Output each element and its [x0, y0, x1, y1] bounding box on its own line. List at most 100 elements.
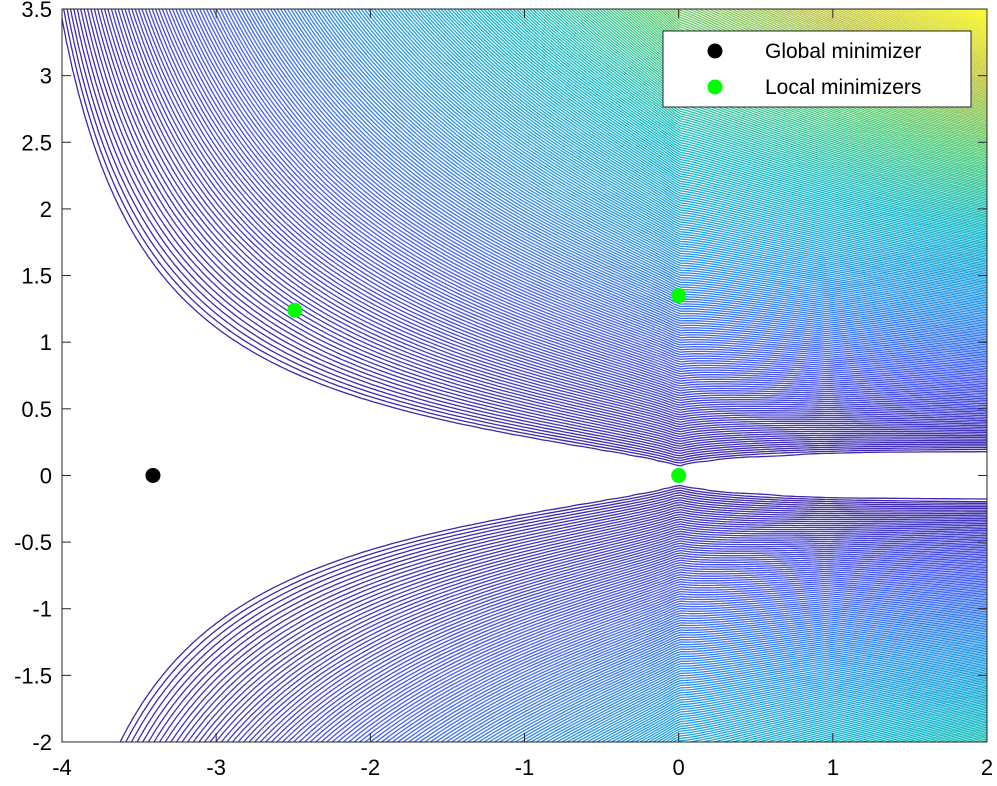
contour-line: [110, 9, 987, 742]
contour-line: [544, 9, 987, 208]
y-tick-label: 3.5: [21, 0, 52, 22]
contour-line: [120, 9, 987, 742]
contour-line: [270, 9, 987, 742]
contour-line: [103, 9, 987, 742]
y-tick-label: 0.5: [21, 397, 52, 422]
contour-line: [333, 9, 987, 742]
contour-line: [337, 9, 987, 742]
contour-line: [456, 9, 987, 742]
contour-line: [310, 9, 987, 742]
contour-line: [377, 9, 987, 742]
contour-line: [932, 9, 987, 33]
contour-line: [256, 9, 987, 742]
contour-line: [400, 9, 987, 742]
contour-line: [266, 9, 987, 742]
contour-line: [249, 9, 987, 742]
contour-line: [928, 9, 987, 35]
contour-line: [964, 9, 987, 20]
y-tick-label: 2.5: [21, 130, 52, 155]
contour-line: [161, 9, 987, 742]
contour-line: [383, 9, 987, 742]
contour-line: [440, 9, 987, 742]
contour-line: [300, 9, 987, 742]
contour-line: [131, 9, 987, 742]
contour-line: [296, 9, 987, 742]
contour-line: [340, 9, 987, 742]
y-tick-label: -2: [32, 730, 52, 755]
contour-line: [63, 9, 987, 742]
contour-line: [148, 9, 987, 742]
x-tick-label: -4: [52, 755, 72, 780]
contour-line: [280, 9, 987, 742]
contour-line: [114, 9, 987, 742]
contour-line: [215, 9, 987, 742]
y-tick-label: -1.5: [14, 663, 52, 688]
y-tick-label: 0: [40, 463, 52, 488]
contour-line: [90, 9, 987, 742]
x-tick-label: 0: [673, 755, 685, 780]
contour-line: [463, 9, 987, 742]
contour-line: [303, 9, 987, 742]
contour-line: [83, 9, 987, 742]
x-tick-label: 2: [981, 755, 993, 780]
contour-line: [188, 9, 987, 742]
contour-line: [447, 9, 987, 742]
x-tick-label: -1: [515, 755, 535, 780]
contour-line: [313, 9, 987, 742]
contour-line: [212, 9, 987, 742]
contour-line: [972, 9, 987, 16]
contour-line: [205, 9, 987, 742]
contour-line: [107, 9, 987, 742]
legend-marker: [707, 79, 723, 95]
y-tick-label: 1.5: [21, 264, 52, 289]
contour-line: [117, 9, 987, 742]
contour-line: [202, 9, 987, 742]
contour-line: [232, 9, 987, 742]
x-tick-label: 1: [827, 755, 839, 780]
contour-line: [952, 9, 987, 25]
contour-line: [528, 9, 987, 742]
contour-line: [97, 9, 987, 742]
contour-line: [363, 9, 987, 742]
contour-line: [141, 9, 987, 742]
contour-line: [226, 9, 987, 742]
contour-line: [921, 9, 987, 38]
contour-line: [185, 9, 987, 742]
contour-line: [417, 9, 987, 742]
contour-line: [100, 9, 987, 742]
contour-line: [307, 9, 987, 742]
contour-line: [124, 9, 987, 742]
legend-label: Local minimizers: [765, 76, 921, 99]
contour-line: [357, 9, 987, 742]
y-tick-label: 2: [40, 197, 52, 222]
contour-line: [380, 9, 987, 742]
contour-line: [93, 9, 987, 742]
contour-line: [229, 9, 987, 742]
minimizer-point: [671, 467, 687, 483]
contour-line: [473, 9, 987, 742]
contour-line: [154, 9, 987, 742]
contour-line: [253, 9, 987, 742]
minimizer-markers: [145, 288, 687, 483]
contour-line: [222, 9, 987, 742]
x-axis: -4 -3 -2 -1 0 1 2: [52, 9, 993, 780]
contour-line: [127, 9, 987, 742]
contour-line: [168, 9, 987, 742]
x-tick-label: -3: [206, 755, 226, 780]
contour-line: [360, 9, 987, 742]
minimizer-point: [145, 467, 161, 483]
minimizer-point: [287, 302, 303, 318]
contour-line: [940, 9, 987, 30]
contour-line: [407, 9, 987, 742]
contour-line: [134, 9, 987, 742]
contour-line: [515, 9, 987, 742]
contour-line: [276, 9, 987, 742]
minimizer-point: [671, 288, 687, 304]
contour-line: [317, 9, 987, 742]
x-tick-label: -2: [361, 755, 381, 780]
contour-line: [219, 9, 987, 742]
contour-line: [199, 9, 987, 742]
contour-line: [397, 9, 987, 742]
contour-line: [66, 9, 987, 742]
contour-line: [62, 18, 987, 742]
